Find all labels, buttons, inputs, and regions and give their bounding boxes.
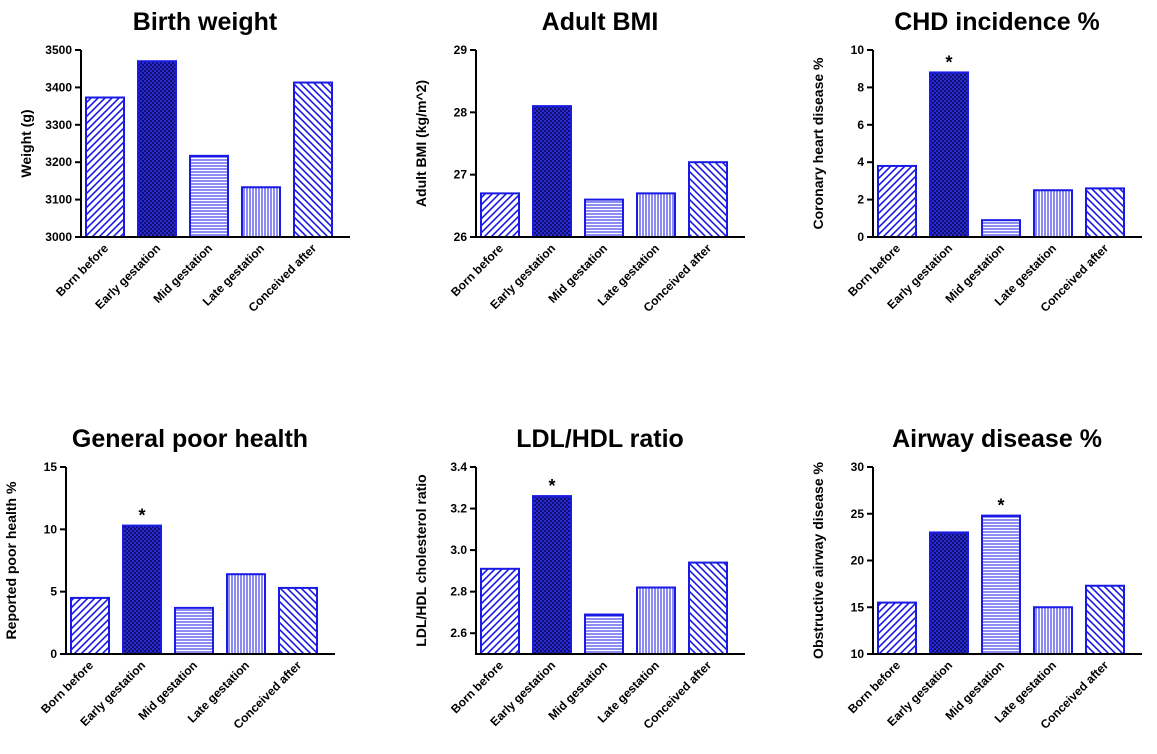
y-tick-label: 2 [857,193,864,207]
y-tick-label: 3500 [45,43,72,57]
significance-marker: * [997,496,1004,516]
bar-4 [1033,606,1073,655]
significance-marker: * [548,476,555,496]
y-axis-label: Adult BMI (kg/m^2) [413,80,429,207]
bar-1 [480,567,520,655]
bar-5 [293,81,333,239]
y-tick-label: 3.4 [450,460,467,474]
bar-5 [688,561,728,655]
bar-4 [1033,189,1073,238]
y-tick-label: 5 [50,585,57,599]
bar-4 [636,192,676,239]
chart-panel-3: CHD incidence %Coronary heart disease %B… [810,8,1142,315]
y-tick-label: 29 [454,43,468,57]
y-tick-label: 27 [454,168,468,182]
chart-title: Airway disease % [892,425,1102,453]
bar-2 [532,495,572,656]
chart-title: LDL/HDL ratio [516,425,684,453]
y-tick-label: 4 [857,155,864,169]
bar-5 [1085,584,1125,655]
bar-5 [278,586,318,656]
chart-panel-6: Airway disease % Obstructive airway disea… [810,425,1142,732]
y-tick-label: 3.0 [450,543,467,557]
bar-2 [122,524,162,655]
y-tick-label: 6 [857,118,864,132]
y-tick-label: 2.8 [450,585,467,599]
y-tick-label: 0 [50,647,57,661]
chart-title: Birth weight [133,8,278,36]
bar-1 [70,596,110,656]
bar-3 [174,606,214,656]
chart-title: CHD incidence % [894,8,1100,36]
bar-5 [1085,187,1125,239]
bar-3 [189,154,229,238]
bar-2 [929,531,969,656]
y-tick-label: 15 [851,600,865,614]
bar-3 [981,219,1021,238]
bar-4 [636,586,676,655]
bar-3 [981,514,1021,655]
y-tick-label: 3300 [45,118,72,132]
y-tick-label: 28 [454,105,468,119]
significance-marker: * [945,52,952,72]
y-tick-label: 20 [851,554,865,568]
chart-title: General poor health [72,425,308,453]
y-tick-label: 10 [44,522,58,536]
y-tick-label: 25 [851,507,865,521]
y-tick-label: 3000 [45,230,72,244]
bar-3 [584,613,624,655]
bar-1 [85,96,125,238]
y-axis-label: Reported poor health % [3,481,19,639]
y-tick-label: 15 [44,460,58,474]
y-tick-label: 3200 [45,155,72,169]
chart-panel-4: General poor health Reported poor health … [3,425,335,732]
y-tick-label: 3.2 [450,502,467,516]
bar-4 [241,186,281,238]
bar-5 [688,161,728,238]
y-tick-label: 30 [851,460,865,474]
bar-2 [137,60,177,238]
y-axis-label: Coronary heart disease % [810,57,826,230]
significance-marker: * [138,506,145,526]
bar-1 [480,192,520,239]
y-tick-label: 10 [851,43,865,57]
y-tick-label: 8 [857,80,864,94]
y-tick-label: 3100 [45,193,72,207]
bar-1 [877,601,917,656]
y-axis-label: LDL/HDL cholesterol ratio [413,474,429,646]
y-axis-label: Weight (g) [18,109,34,177]
y-tick-label: 0 [857,230,864,244]
bar-4 [226,573,266,655]
bar-3 [584,198,624,239]
bar-2 [929,71,969,238]
y-tick-label: 26 [454,230,468,244]
y-tick-label: 10 [851,647,865,661]
y-axis-label: Obstructive airway disease % [810,462,826,659]
bar-2 [532,105,572,238]
chart-title: Adult BMI [542,8,659,36]
bar-1 [877,164,917,238]
y-tick-label: 2.6 [450,626,467,640]
y-tick-label: 3400 [45,80,72,94]
